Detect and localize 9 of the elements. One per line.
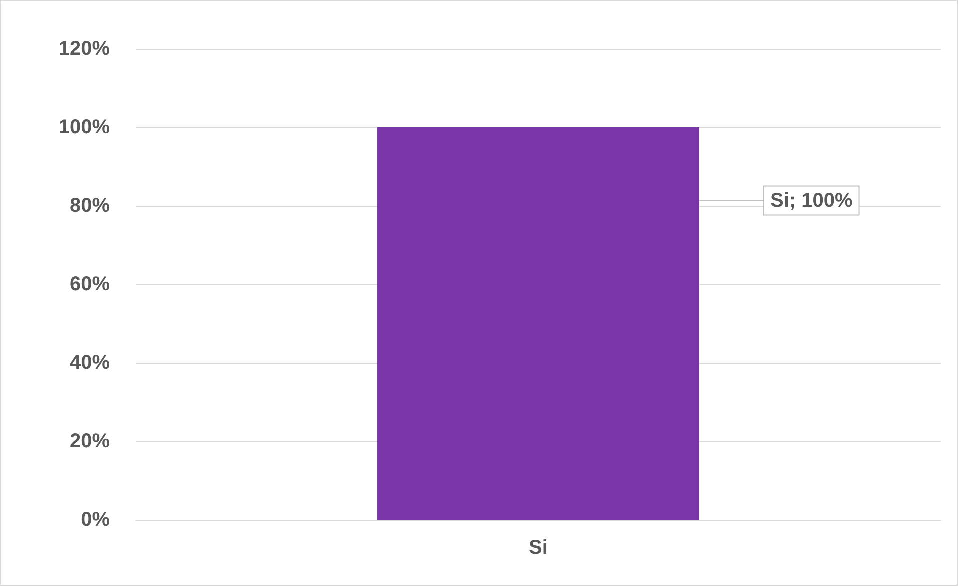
- y-tick-label: 80%: [70, 195, 110, 217]
- data-label: Si; 100%: [770, 190, 853, 212]
- y-tick-label: 40%: [70, 352, 110, 374]
- y-tick-label: 0%: [81, 509, 110, 531]
- y-tick-label: 60%: [70, 274, 110, 296]
- y-tick-label: 100%: [58, 116, 110, 138]
- x-tick-label: Si: [529, 537, 548, 559]
- y-tick-label: 120%: [58, 38, 110, 60]
- y-tick-label: 20%: [70, 430, 110, 452]
